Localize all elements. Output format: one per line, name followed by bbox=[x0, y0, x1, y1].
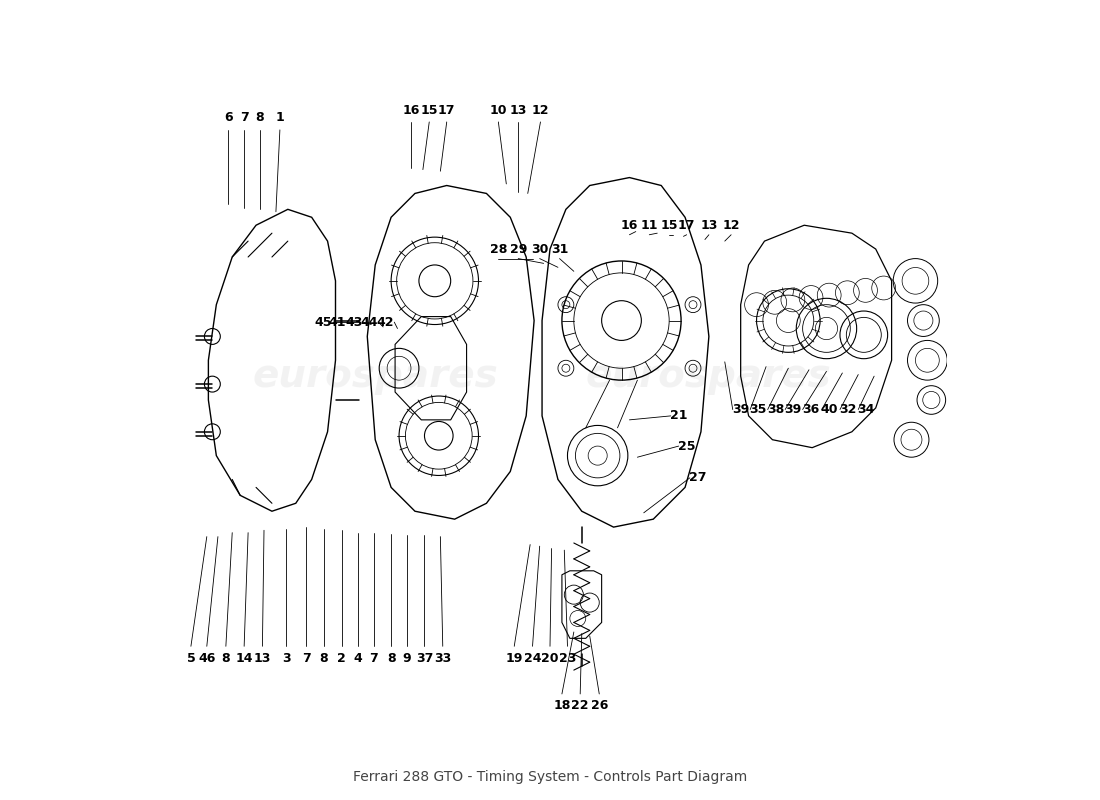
Text: Ferrari 288 GTO - Timing System - Controls Part Diagram: Ferrari 288 GTO - Timing System - Contro… bbox=[353, 770, 747, 784]
Text: 35: 35 bbox=[749, 403, 767, 416]
Text: 12: 12 bbox=[723, 218, 740, 232]
Text: 26: 26 bbox=[591, 699, 608, 712]
Text: 31: 31 bbox=[551, 242, 569, 255]
Text: 37: 37 bbox=[416, 652, 433, 665]
Text: 8: 8 bbox=[387, 652, 395, 665]
Text: 7: 7 bbox=[240, 111, 249, 125]
Text: 8: 8 bbox=[319, 652, 328, 665]
Text: 4: 4 bbox=[353, 652, 362, 665]
Text: 40: 40 bbox=[821, 403, 838, 416]
Text: 21: 21 bbox=[670, 410, 688, 422]
Text: 7: 7 bbox=[370, 652, 378, 665]
Text: 18: 18 bbox=[553, 699, 571, 712]
Text: 33: 33 bbox=[434, 652, 451, 665]
Text: 24: 24 bbox=[524, 652, 541, 665]
Text: 19: 19 bbox=[506, 652, 522, 665]
Text: 25: 25 bbox=[678, 439, 695, 453]
Text: 43: 43 bbox=[345, 316, 363, 329]
Text: 44: 44 bbox=[360, 316, 377, 329]
Text: 15: 15 bbox=[660, 218, 678, 232]
Text: 5: 5 bbox=[187, 652, 196, 665]
Text: 36: 36 bbox=[802, 403, 820, 416]
Text: 45: 45 bbox=[315, 316, 332, 329]
Text: 7: 7 bbox=[301, 652, 310, 665]
Text: 42: 42 bbox=[376, 316, 394, 329]
Text: 8: 8 bbox=[221, 652, 230, 665]
Text: 32: 32 bbox=[839, 403, 857, 416]
Text: 15: 15 bbox=[420, 103, 438, 117]
Text: 16: 16 bbox=[620, 218, 638, 232]
Text: 13: 13 bbox=[701, 218, 717, 232]
Text: 8: 8 bbox=[255, 111, 264, 125]
Text: 41: 41 bbox=[328, 316, 345, 329]
Text: 14: 14 bbox=[235, 652, 253, 665]
Text: 13: 13 bbox=[254, 652, 271, 665]
Text: 23: 23 bbox=[559, 652, 576, 665]
Text: 39: 39 bbox=[784, 403, 802, 416]
Text: 34: 34 bbox=[858, 403, 874, 416]
Text: 2: 2 bbox=[338, 652, 346, 665]
Text: eurospares: eurospares bbox=[586, 357, 832, 395]
Text: 27: 27 bbox=[689, 471, 706, 484]
Text: 29: 29 bbox=[509, 242, 527, 255]
Text: 3: 3 bbox=[282, 652, 290, 665]
Text: 9: 9 bbox=[403, 652, 411, 665]
Text: 1: 1 bbox=[275, 111, 284, 125]
Text: 38: 38 bbox=[767, 403, 784, 416]
Text: 39: 39 bbox=[732, 403, 749, 416]
Text: 46: 46 bbox=[198, 652, 216, 665]
Text: 6: 6 bbox=[224, 111, 232, 125]
Text: 12: 12 bbox=[531, 103, 549, 117]
Text: 10: 10 bbox=[490, 103, 507, 117]
Text: 28: 28 bbox=[490, 242, 507, 255]
Text: 17: 17 bbox=[678, 218, 695, 232]
Text: 17: 17 bbox=[438, 103, 455, 117]
Text: 11: 11 bbox=[640, 218, 658, 232]
Text: 20: 20 bbox=[541, 652, 559, 665]
Text: 13: 13 bbox=[509, 103, 527, 117]
Text: 30: 30 bbox=[531, 242, 549, 255]
Text: 22: 22 bbox=[571, 699, 588, 712]
Text: 16: 16 bbox=[403, 103, 420, 117]
Text: eurospares: eurospares bbox=[252, 357, 498, 395]
